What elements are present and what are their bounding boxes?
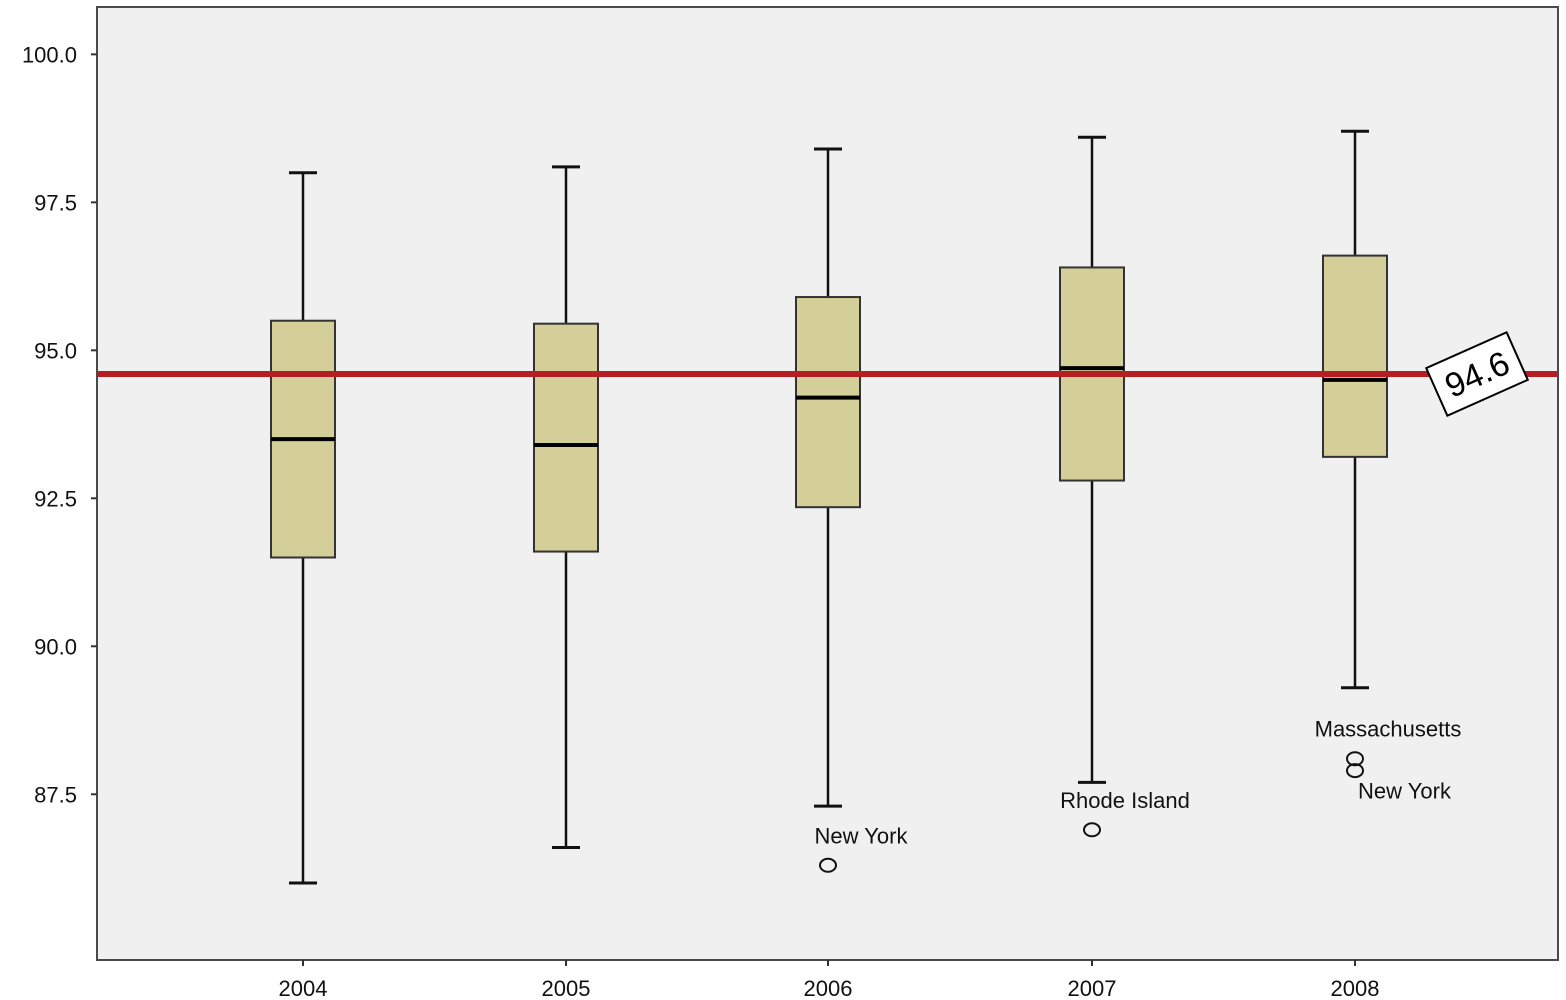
reference-label-box xyxy=(1424,331,1530,417)
x-tick-label: 2007 xyxy=(1068,976,1117,1000)
x-tick-label: 2004 xyxy=(279,976,328,1000)
box-2005 xyxy=(533,165,599,850)
y-tick-label: 90.0 xyxy=(34,634,77,659)
x-tick-label: 2008 xyxy=(1331,976,1380,1000)
box-2006 xyxy=(795,147,861,808)
box-2004 xyxy=(270,171,336,885)
outlier-series: New York Rhode Island Massachusetts New Yor… xyxy=(815,717,1462,873)
x-axis: 2004 2005 2006 2007 2008 xyxy=(279,960,1380,1000)
y-tick-label: 87.5 xyxy=(34,782,77,807)
outlier-label: New York xyxy=(1358,779,1452,804)
y-tick-label: 100.0 xyxy=(22,42,77,67)
x-tick-label: 2005 xyxy=(542,976,591,1000)
y-tick-label: 97.5 xyxy=(34,190,77,215)
outlier-point xyxy=(819,857,837,873)
outlier-point xyxy=(1346,763,1364,779)
iqr-box xyxy=(1322,254,1388,458)
outlier-label: Rhode Island xyxy=(1060,788,1190,813)
box-series xyxy=(270,129,1388,885)
outlier-point xyxy=(1083,822,1101,838)
outlier-label: New York xyxy=(815,823,909,848)
y-tick-label: 92.5 xyxy=(34,486,77,511)
iqr-box xyxy=(795,296,861,509)
x-tick-label: 2006 xyxy=(804,976,853,1000)
y-axis: 87.5 90.0 92.5 95.0 97.5 100.0 xyxy=(22,42,97,807)
outlier-point xyxy=(1346,751,1364,767)
outlier-label: Massachusetts xyxy=(1315,717,1462,742)
y-tick-label: 95.0 xyxy=(34,338,77,363)
iqr-box xyxy=(533,322,599,553)
box-2008 xyxy=(1322,129,1388,690)
